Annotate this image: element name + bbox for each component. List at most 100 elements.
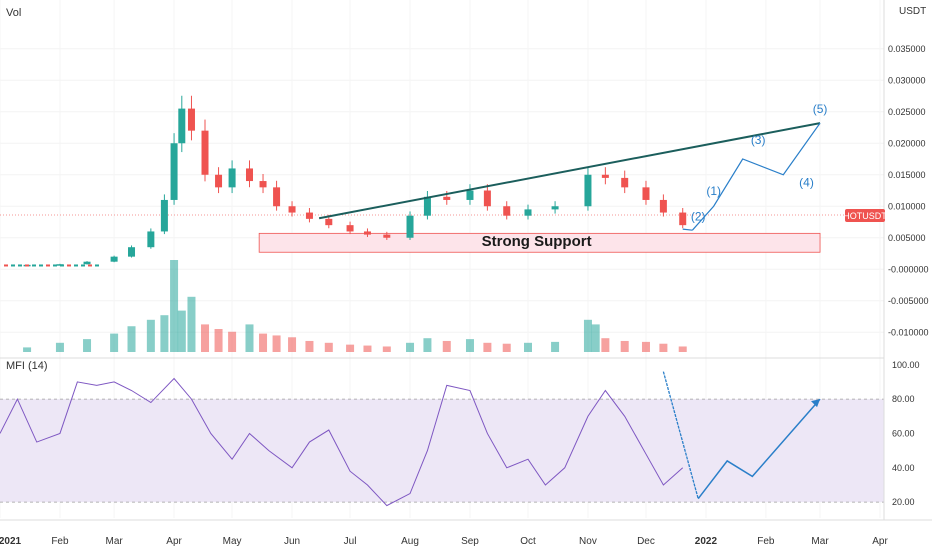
annotation-lines <box>318 122 821 231</box>
volume-bar <box>170 260 179 352</box>
volume-bar <box>305 340 314 352</box>
volume-bar <box>502 343 511 352</box>
time-tick-label: Nov <box>579 536 597 547</box>
candle-body <box>406 215 414 238</box>
candle-body <box>551 206 559 210</box>
volume-bar <box>406 342 415 352</box>
candle-body <box>67 264 71 267</box>
price-tick-label: 0.035000 <box>888 44 926 54</box>
candle-body <box>74 264 78 267</box>
volume-bar <box>177 310 186 352</box>
time-tick-label: May <box>223 536 242 547</box>
candle-body <box>187 108 195 131</box>
symbol-badge-bg <box>845 209 885 222</box>
candle-body <box>88 264 92 267</box>
mfi-downtrend-line <box>662 371 699 499</box>
candle-body <box>201 130 209 175</box>
candle-body <box>443 196 451 200</box>
wave-2-arrow <box>682 228 693 231</box>
mfi-label: MFI (14) <box>6 360 48 372</box>
volume-bar <box>591 324 600 352</box>
time-tick-label: Sep <box>461 536 479 547</box>
volume-bar <box>363 345 372 352</box>
wave-labels: (1)(2) (3) (4) (5) <box>691 102 828 224</box>
price-tick-label: -0.000000 <box>888 264 929 274</box>
candle-body <box>178 108 186 144</box>
volume-bar <box>382 346 391 352</box>
time-tick-label: Apr <box>872 536 888 547</box>
volume-bar <box>524 342 532 352</box>
volume-bar <box>110 333 119 352</box>
volume-bar <box>201 324 210 352</box>
price-tick-label: 0.015000 <box>888 170 926 180</box>
currency-label: USDT <box>899 6 926 17</box>
candle-body <box>305 212 313 219</box>
volume-bar <box>23 347 32 352</box>
volume-bar <box>678 346 687 352</box>
candle-body <box>288 206 296 213</box>
volume-bar <box>620 340 629 352</box>
price-tick-label: 0.030000 <box>888 75 926 85</box>
support-zone-rect <box>258 232 821 253</box>
candles <box>4 95 687 267</box>
mfi-projection-path <box>697 398 821 500</box>
volume-bar <box>146 319 155 352</box>
mfi-tick-label: 60.00 <box>892 428 915 438</box>
price-tick-label: 0.010000 <box>888 201 926 211</box>
price-tick-label: -0.005000 <box>888 296 929 306</box>
time-tick-label: 2021 <box>0 536 22 547</box>
mfi-tick-label: 100.00 <box>892 360 920 370</box>
support-zone: Strong Support <box>258 232 821 253</box>
candle-body <box>60 264 64 267</box>
candle-body <box>383 234 391 238</box>
time-tick-label: Jul <box>344 536 357 547</box>
volume-bar <box>551 341 560 352</box>
candle-body <box>128 247 136 257</box>
symbol-badge[interactable]: HOTUSDT <box>843 209 887 222</box>
resistance-trendline <box>318 122 821 220</box>
volume-bar <box>465 339 474 352</box>
time-tick-label: Dec <box>637 536 655 547</box>
candle-body <box>170 143 178 200</box>
mfi-arrowhead <box>811 399 821 408</box>
candle-body <box>81 264 85 267</box>
wave-label: (1) <box>706 184 721 198</box>
candle-body <box>273 187 281 207</box>
candle-body <box>346 225 354 232</box>
mfi-band <box>0 399 884 503</box>
wave-label: (4) <box>799 176 814 190</box>
volume-bars <box>23 260 687 352</box>
volume-bar <box>641 341 650 352</box>
wave-projection-path <box>691 122 821 231</box>
candle-body <box>11 264 15 267</box>
time-tick-label: Feb <box>757 536 775 547</box>
candle-body <box>18 264 22 267</box>
candle-body <box>4 264 8 267</box>
candle-body <box>110 256 118 262</box>
mfi-line <box>0 377 684 507</box>
time-tick-label: Aug <box>401 536 419 547</box>
symbol-badge-text: HOTUSDT <box>843 211 887 221</box>
candle-body <box>259 181 267 188</box>
volume-bar <box>272 335 281 352</box>
price-tick-label: 0.025000 <box>888 107 926 117</box>
candle-body <box>679 212 687 226</box>
time-tick-label: Mar <box>811 536 829 547</box>
time-tick-label: Feb <box>51 536 69 547</box>
candle-body <box>215 174 223 188</box>
candle-body <box>245 168 253 182</box>
volume-bar <box>245 324 254 352</box>
volume-bar <box>659 343 668 352</box>
volume-bar <box>601 338 610 352</box>
time-tick-label: 2022 <box>695 536 718 547</box>
volume-bar <box>288 337 297 352</box>
candle-body <box>25 264 29 267</box>
volume-bar <box>583 319 592 352</box>
time-tick-label: Mar <box>105 536 123 547</box>
candle-body <box>228 168 236 188</box>
volume-bar <box>423 338 432 352</box>
volume-bar <box>55 342 64 352</box>
candle-body <box>56 264 64 266</box>
